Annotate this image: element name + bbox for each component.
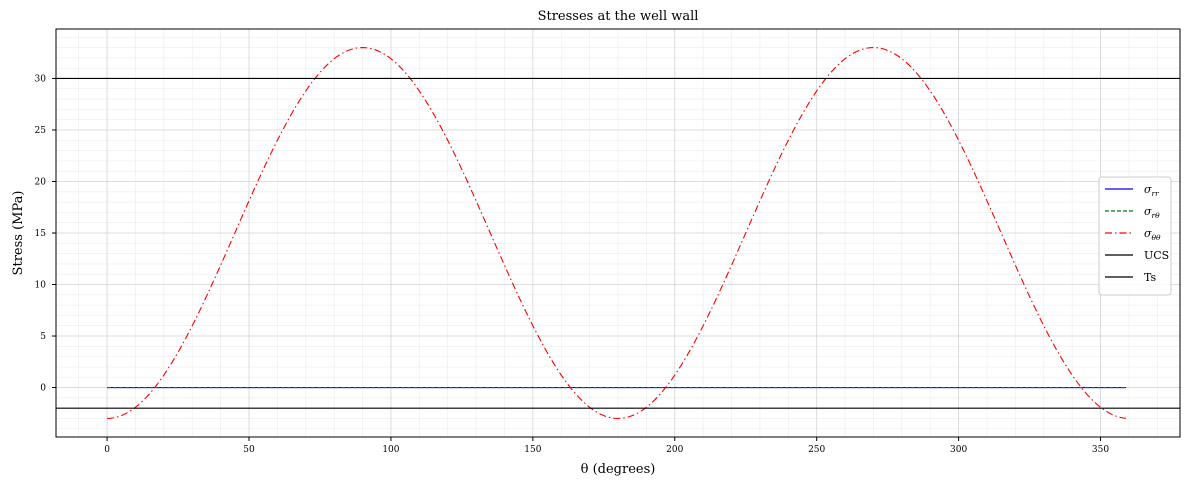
axis-ticks: 0 50 100 150 200 250 300 350 0 5 10 15 20 25 30 (35, 74, 1110, 455)
x-axis-label: θ (degrees) (581, 462, 656, 477)
legend-box (1098, 176, 1172, 296)
x-tick-label: 50 (243, 445, 255, 455)
legend-label: σrθ (1144, 205, 1160, 220)
y-tick-label: 15 (35, 229, 47, 239)
grid (56, 29, 1180, 437)
y-tick-label: 30 (35, 74, 47, 84)
x-tick-label: 350 (1092, 445, 1109, 455)
y-tick-label: 10 (35, 281, 47, 291)
legend-label: Ts (1144, 271, 1157, 284)
legend-label: σθθ (1144, 227, 1161, 242)
x-tick-label: 100 (382, 445, 399, 455)
y-tick-label: 0 (40, 384, 46, 394)
x-tick-label: 0 (104, 445, 110, 455)
chart-title: Stresses at the well wall (538, 9, 699, 24)
legend: σrr σrθ σθθ UCS Ts (1098, 176, 1172, 296)
x-tick-label: 200 (666, 445, 683, 455)
y-tick-label: 5 (40, 332, 46, 342)
x-tick-label: 300 (950, 445, 967, 455)
y-axis-label: Stress (MPa) (11, 191, 26, 276)
y-tick-label: 20 (35, 177, 47, 187)
series-line-- (107, 46, 1127, 420)
legend-label: UCS (1144, 249, 1169, 262)
series-lines (56, 46, 1180, 420)
x-tick-label: 250 (808, 445, 825, 455)
legend-label: σrr (1144, 183, 1159, 198)
x-tick-label: 150 (524, 445, 541, 455)
y-tick-label: 25 (35, 126, 47, 136)
